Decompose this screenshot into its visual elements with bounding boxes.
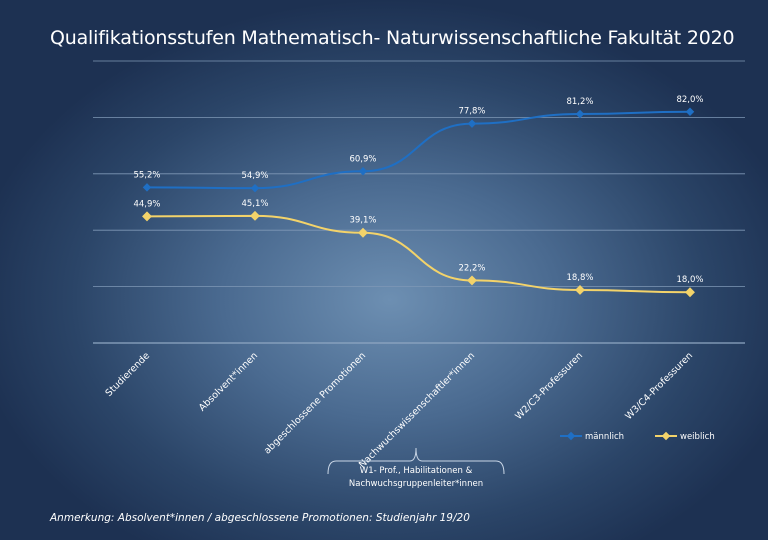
data-point	[685, 107, 695, 117]
data-label: 18,8%	[566, 273, 593, 283]
data-point	[575, 285, 585, 295]
data-label: 39,1%	[349, 216, 376, 226]
data-point	[250, 183, 260, 193]
footnote: Anmerkung: Absolvent*innen / abgeschloss…	[50, 512, 470, 524]
legend-marker	[566, 431, 576, 441]
data-point	[575, 109, 585, 119]
data-point	[358, 167, 368, 176]
legend-label: weiblich	[680, 432, 715, 442]
data-point	[358, 227, 368, 238]
series-line-männlich	[146, 110, 691, 190]
data-point	[250, 210, 260, 221]
legend-label: männlich	[585, 432, 624, 442]
x-tick-label: W2/C3-Professuren	[513, 350, 585, 422]
data-label: 77,8%	[458, 107, 485, 117]
data-point	[142, 183, 152, 192]
x-tick-label: W3/C4-Professuren	[623, 350, 695, 422]
data-label: 82,0%	[676, 95, 703, 105]
series-line-weiblich	[146, 214, 691, 294]
data-label: 60,9%	[349, 154, 376, 164]
bracket	[327, 447, 505, 475]
data-label: 22,2%	[458, 263, 485, 273]
x-tick-label: Nachwuchswissenschaftler*innen	[357, 350, 477, 470]
data-point	[467, 119, 477, 128]
data-point	[685, 287, 695, 298]
chart-title: Qualifikationsstufen Mathematisch- Natur…	[50, 27, 735, 49]
annotation-line-1: W1- Prof., Habilitationen &	[360, 466, 473, 476]
legend-marker	[661, 431, 671, 441]
x-tick-label: abgeschlossene Promotionen	[262, 350, 368, 456]
annotation-line-2: Nachwuchsgruppenleiter*innen	[349, 479, 483, 489]
data-point	[467, 275, 477, 286]
data-label: 54,9%	[241, 171, 268, 181]
x-tick-label: Studierende	[104, 350, 153, 399]
data-label: 45,1%	[241, 199, 268, 209]
data-point	[142, 211, 152, 222]
data-label: 81,2%	[566, 97, 593, 107]
data-label: 44,9%	[133, 199, 160, 209]
data-label: 55,2%	[133, 170, 160, 180]
x-tick-label: Absolvent*innen	[197, 350, 260, 413]
data-label: 18,0%	[676, 275, 703, 285]
